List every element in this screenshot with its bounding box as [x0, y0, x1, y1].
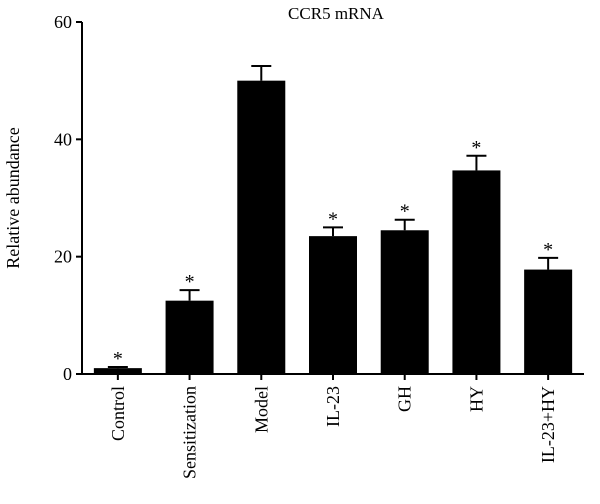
x-tick-label: Model [251, 386, 271, 433]
bar-il-23-hy [524, 269, 573, 374]
bar-control [93, 368, 142, 374]
bar-il-23 [309, 236, 357, 374]
significance-marks-group: * * * * * * [113, 137, 553, 370]
x-tick-label: Control [108, 386, 128, 441]
bar-model [237, 80, 286, 375]
error-bars-group [107, 65, 559, 369]
bars-group [93, 80, 573, 375]
y-tick-label: 40 [54, 129, 72, 149]
bar-hy [452, 170, 501, 374]
x-tick-label: Sensitization [180, 386, 200, 479]
significance-mark: * [400, 201, 410, 223]
y-tick-label: 20 [54, 247, 72, 267]
y-tick-label: 0 [63, 364, 72, 384]
bar-gh [380, 230, 429, 374]
x-axis [82, 373, 584, 380]
x-tick-label: IL-23+HY [538, 386, 558, 463]
chart-title: CCR5 mRNA [288, 4, 385, 23]
significance-mark: * [471, 137, 481, 159]
significance-mark: * [543, 239, 553, 261]
y-axis: 0 20 40 60 [54, 12, 83, 384]
significance-mark: * [328, 208, 338, 230]
y-axis-label: Relative abundance [3, 127, 23, 268]
x-tick-label: HY [466, 386, 486, 412]
significance-mark: * [113, 348, 123, 370]
x-tick-label: GH [395, 386, 415, 412]
x-tick-label: IL-23 [323, 386, 343, 427]
y-tick-label: 60 [54, 12, 72, 32]
bar-sensitization [165, 300, 214, 374]
x-tick-labels-group: Control Sensitization Model IL-23 GH HY IL-23+… [108, 386, 558, 479]
significance-mark: * [185, 271, 195, 293]
